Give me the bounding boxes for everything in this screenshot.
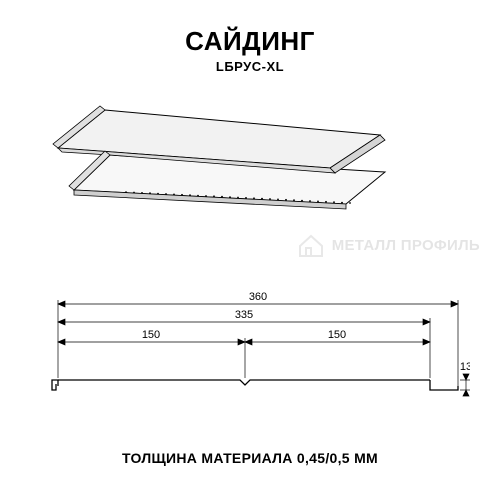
perspective-view — [50, 100, 450, 240]
dim-width-total: 360 — [249, 291, 267, 303]
product-title: САЙДИНГ — [0, 26, 500, 57]
house-icon — [296, 230, 326, 260]
dim-segment-left: 150 — [142, 329, 160, 341]
dim-height: 13 — [460, 361, 470, 373]
brand-watermark: МЕТАЛЛ ПРОФИЛЬ — [296, 230, 480, 260]
watermark-text: МЕТАЛЛ ПРОФИЛЬ — [332, 237, 480, 254]
product-subtitle: LБРУС-XL — [0, 59, 500, 74]
header: САЙДИНГ LБРУС-XL — [0, 0, 500, 74]
dim-segment-right: 150 — [328, 329, 346, 341]
technical-drawing: 360 335 150 150 — [30, 290, 470, 410]
thickness-label: ТОЛЩИНА МАТЕРИАЛА 0,45/0,5 ММ — [0, 450, 500, 466]
dim-width-effective: 335 — [235, 309, 253, 321]
